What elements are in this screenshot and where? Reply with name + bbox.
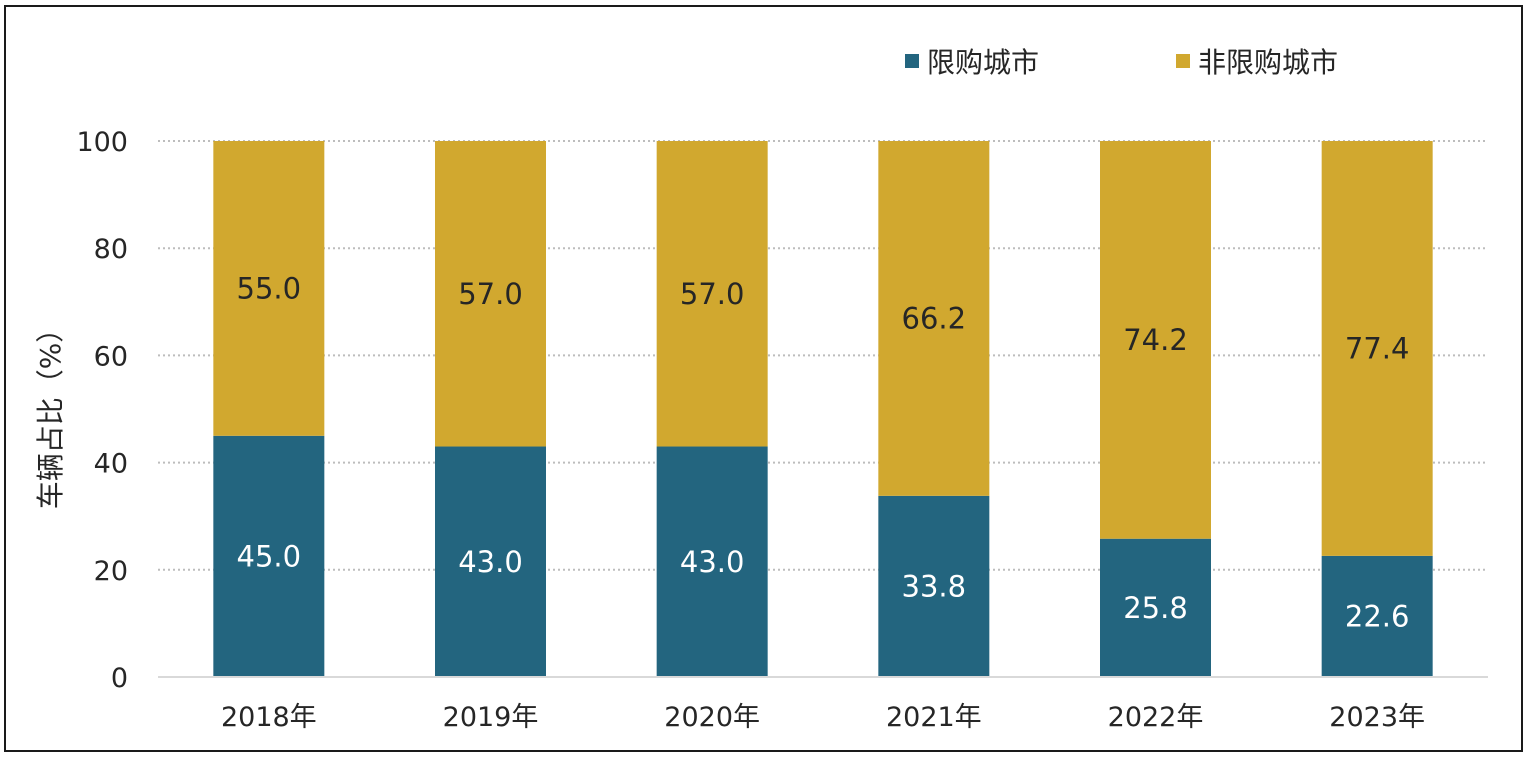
bar-unrestricted <box>1100 141 1211 539</box>
bar-restricted <box>1100 538 1211 677</box>
y-tick-label: 40 <box>94 449 128 480</box>
legend-swatch <box>1176 54 1190 68</box>
data-label: 57.0 <box>680 277 745 311</box>
data-label: 45.0 <box>237 539 302 573</box>
bar-restricted <box>213 435 325 677</box>
x-tick-label: 2019年 <box>443 702 539 733</box>
bar-restricted <box>878 495 990 677</box>
legend: 限购城市 非限购城市 <box>905 46 1338 79</box>
y-tick-label: 20 <box>94 556 128 587</box>
bars <box>213 141 1433 677</box>
data-label: 22.6 <box>1345 599 1410 633</box>
bar-restricted <box>1321 555 1433 677</box>
legend-label: 限购城市 <box>927 46 1039 79</box>
x-tick-label: 2023年 <box>1329 702 1425 733</box>
data-label: 55.0 <box>237 271 302 305</box>
bar-restricted <box>435 446 546 677</box>
legend-swatch <box>905 54 919 68</box>
y-axis-title: 车辆占比（%） <box>34 315 67 510</box>
y-tick-label: 100 <box>76 127 128 158</box>
y-tick-label: 60 <box>94 341 128 372</box>
data-label: 66.2 <box>902 301 967 335</box>
data-label: 43.0 <box>458 545 523 579</box>
data-label: 57.0 <box>458 277 523 311</box>
data-label: 25.8 <box>1123 591 1188 625</box>
bar-restricted <box>656 446 768 677</box>
y-tick-label: 80 <box>94 234 128 265</box>
data-label: 77.4 <box>1345 331 1410 365</box>
x-tick-label: 2021年 <box>886 702 982 733</box>
data-label: 33.8 <box>902 569 967 603</box>
data-labels: 45.0 55.0 43.0 57.0 43.0 57.0 33.8 66.2 25.8 74.2… <box>237 271 1410 633</box>
data-label: 43.0 <box>680 545 745 579</box>
gridlines <box>158 140 1488 571</box>
legend-label: 非限购城市 <box>1198 46 1338 79</box>
x-tick-label: 2020年 <box>664 702 760 733</box>
bar-unrestricted <box>213 141 325 436</box>
bar-unrestricted <box>435 141 546 447</box>
bar-unrestricted <box>656 141 768 447</box>
data-label: 74.2 <box>1123 323 1188 357</box>
bar-unrestricted <box>1321 141 1433 556</box>
x-tick-label: 2018年 <box>221 702 317 733</box>
axes: 0 20 40 60 80 100 2018年 2019年 2020年 2021年 2022年 202… <box>76 127 1488 733</box>
bar-unrestricted <box>878 141 990 496</box>
y-tick-label: 0 <box>111 663 128 694</box>
x-tick-label: 2022年 <box>1108 702 1204 733</box>
